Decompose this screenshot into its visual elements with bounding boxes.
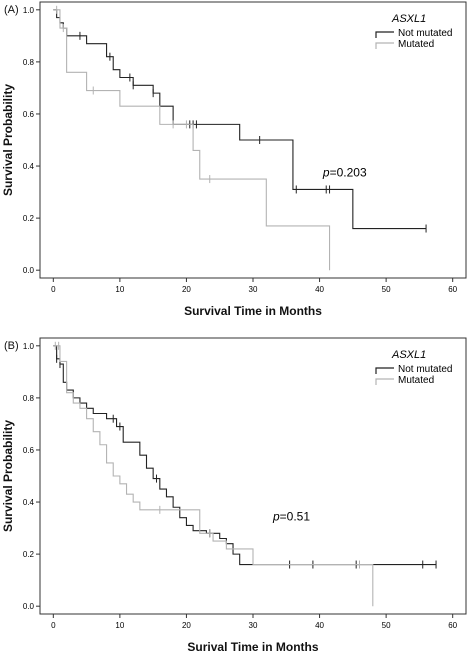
y-tick-label: 0.0 xyxy=(23,266,35,275)
legend-swatch xyxy=(375,378,394,385)
y-tick-label: 0.4 xyxy=(23,498,35,507)
x-tick-label: 30 xyxy=(249,621,258,630)
panel-letter: (A) xyxy=(4,4,19,16)
x-tick-label: 20 xyxy=(182,621,191,630)
km-plot-b: 0.0 0.2 0.4 0.6 0.8 1.0 0 10 20 30 40 50 60 ASXL1 Not … xyxy=(23,337,467,630)
x-tick-label: 0 xyxy=(51,285,56,294)
legend-title: ASXL1 xyxy=(391,349,426,361)
y-tick-label: 0.6 xyxy=(23,446,35,455)
y-tick-label: 0.2 xyxy=(23,550,35,559)
y-tick-label: 1.0 xyxy=(23,342,35,351)
chart-panel-a: (A) Survival Probability 0.0 0.2 0.4 0.6 0.8… xyxy=(0,0,474,330)
y-tick-label: 0.8 xyxy=(23,394,35,403)
x-axis-label: Survival Time in Months xyxy=(184,304,322,318)
x-tick-label: 10 xyxy=(115,285,124,294)
x-tick-label: 0 xyxy=(51,621,56,630)
x-axis-label: Surival Time in Months xyxy=(187,640,319,654)
series-line-not-mutated xyxy=(53,9,427,230)
x-tick-label: 20 xyxy=(182,285,191,294)
x-tick-label: 40 xyxy=(315,285,324,294)
legend-item: Not mutated xyxy=(398,364,452,375)
y-tick-label: 0.0 xyxy=(23,602,35,611)
legend-item: Not mutated xyxy=(398,28,452,39)
x-tick-label: 60 xyxy=(448,285,457,294)
legend-swatch xyxy=(375,42,394,49)
y-tick-label: 1.0 xyxy=(23,6,35,15)
series-line-mutated xyxy=(53,9,331,271)
x-tick-label: 10 xyxy=(115,621,124,630)
km-plot-a: 0.0 0.2 0.4 0.6 0.8 1.0 0 10 20 30 40 50 60 ASXL1 Not … xyxy=(23,1,467,294)
chart-panel-b: (B) Survival Probability 0.0 0.2 0.4 0.6 0.8… xyxy=(0,336,474,665)
series-line-mutated xyxy=(53,345,374,607)
y-tick-label: 0.8 xyxy=(23,58,35,67)
legend-swatch xyxy=(375,31,394,38)
panel-letter: (B) xyxy=(4,340,19,352)
y-tick-label: 0.4 xyxy=(23,162,35,171)
x-tick-label: 50 xyxy=(382,621,391,630)
legend-title: ASXL1 xyxy=(391,13,426,25)
legend-swatch xyxy=(375,367,394,374)
x-tick-label: 50 xyxy=(382,285,391,294)
legend-item: Mutated xyxy=(398,375,434,386)
x-tick-label: 30 xyxy=(249,285,258,294)
x-tick-label: 60 xyxy=(448,621,457,630)
y-tick-label: 0.6 xyxy=(23,110,35,119)
y-tick-label: 0.2 xyxy=(23,214,35,223)
p-value-annotation: p=0.203 xyxy=(322,165,367,179)
p-value-annotation: p=0.51 xyxy=(272,509,310,523)
x-tick-label: 40 xyxy=(315,621,324,630)
legend-item: Mutated xyxy=(398,39,434,50)
